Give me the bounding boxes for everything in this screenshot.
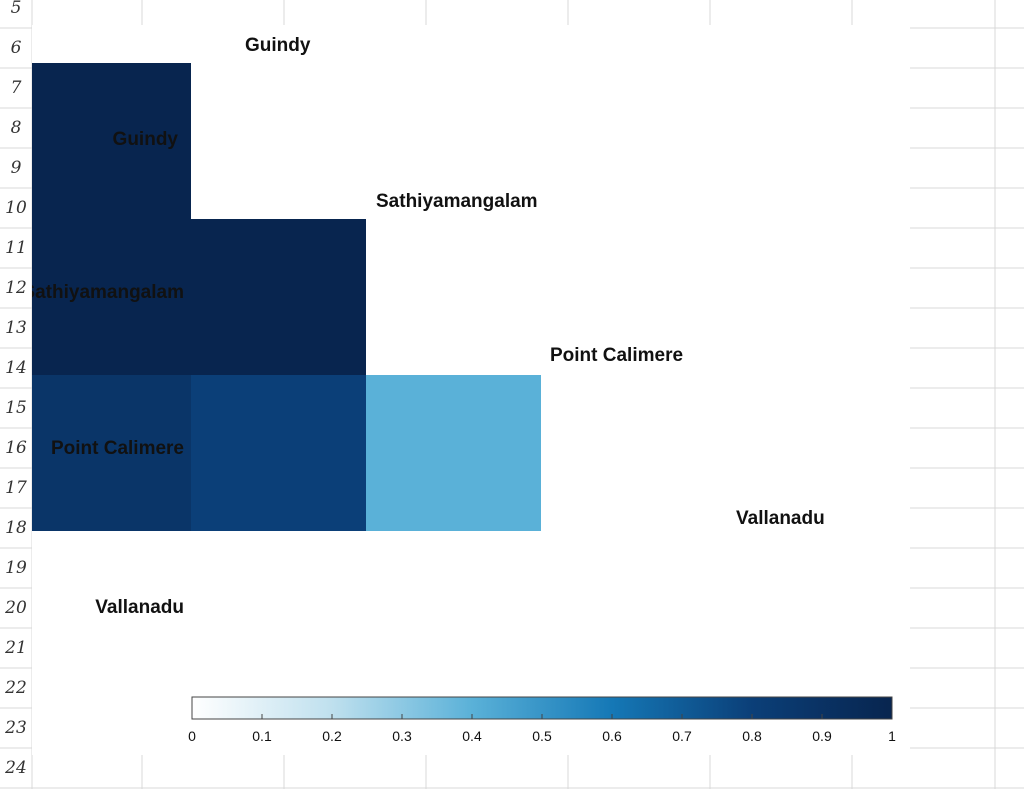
heatmap-cell[interactable] (366, 375, 541, 531)
column-label: Point Calimere (550, 345, 683, 366)
colorbar-tick-label: 0.5 (532, 728, 552, 744)
column-label: Guindy (245, 35, 311, 56)
heatmap-svg: Guindy Sathiyamangalam Point Calimere Valla… (32, 35, 896, 744)
heatmap-cell[interactable] (191, 375, 366, 531)
colorbar-tick-label: 0.8 (742, 728, 762, 744)
row-number[interactable]: 23 (5, 718, 27, 738)
row-number[interactable]: 10 (5, 198, 27, 218)
row-number[interactable]: 5 (10, 0, 22, 18)
column-label: Sathiyamangalam (376, 191, 538, 212)
row-number[interactable]: 9 (10, 158, 22, 178)
column-label: Vallanadu (736, 508, 825, 529)
row-number[interactable]: 18 (5, 518, 27, 538)
row-number[interactable]: 14 (5, 358, 27, 378)
heatmap-cell[interactable] (191, 219, 366, 375)
row-number[interactable]: 12 (5, 278, 27, 298)
row-label: Point Calimere (51, 438, 184, 459)
row-number[interactable]: 15 (5, 398, 27, 418)
colorbar-tick-label: 0.2 (322, 728, 342, 744)
colorbar-tick-label: 0.7 (672, 728, 692, 744)
row-label: Vallanadu (95, 597, 184, 618)
row-number[interactable]: 24 (5, 758, 27, 778)
row-label: Guindy (113, 129, 179, 150)
row-number[interactable]: 21 (5, 638, 27, 658)
colorbar-tick-label: 0.1 (252, 728, 272, 744)
heatmap-cell[interactable] (32, 63, 191, 219)
row-label: Sathiyamangalam (32, 282, 184, 303)
row-number[interactable]: 16 (5, 438, 27, 458)
colorbar-tick-label: 0.9 (812, 728, 832, 744)
heatmap-cell[interactable] (32, 219, 191, 375)
row-number[interactable]: 17 (5, 478, 27, 498)
colorbar-tick-label: 0 (188, 728, 196, 744)
row-number[interactable]: 11 (5, 238, 27, 258)
heatmap-chart[interactable]: Guindy Sathiyamangalam Point Calimere Valla… (32, 25, 910, 755)
colorbar-tick-label: 0.3 (392, 728, 412, 744)
colorbar-tick-label: 1 (888, 728, 896, 744)
row-number[interactable]: 19 (5, 558, 27, 578)
row-number[interactable]: 6 (10, 38, 22, 58)
colorbar-tick-label: 0.6 (602, 728, 622, 744)
colorbar-tick-label: 0.4 (462, 728, 482, 744)
row-number[interactable]: 8 (10, 118, 22, 138)
row-number[interactable]: 13 (5, 318, 27, 338)
row-number[interactable]: 22 (5, 678, 27, 698)
row-number[interactable]: 20 (5, 598, 27, 618)
heatmap-cell[interactable] (32, 375, 191, 531)
row-number[interactable]: 7 (10, 78, 22, 98)
